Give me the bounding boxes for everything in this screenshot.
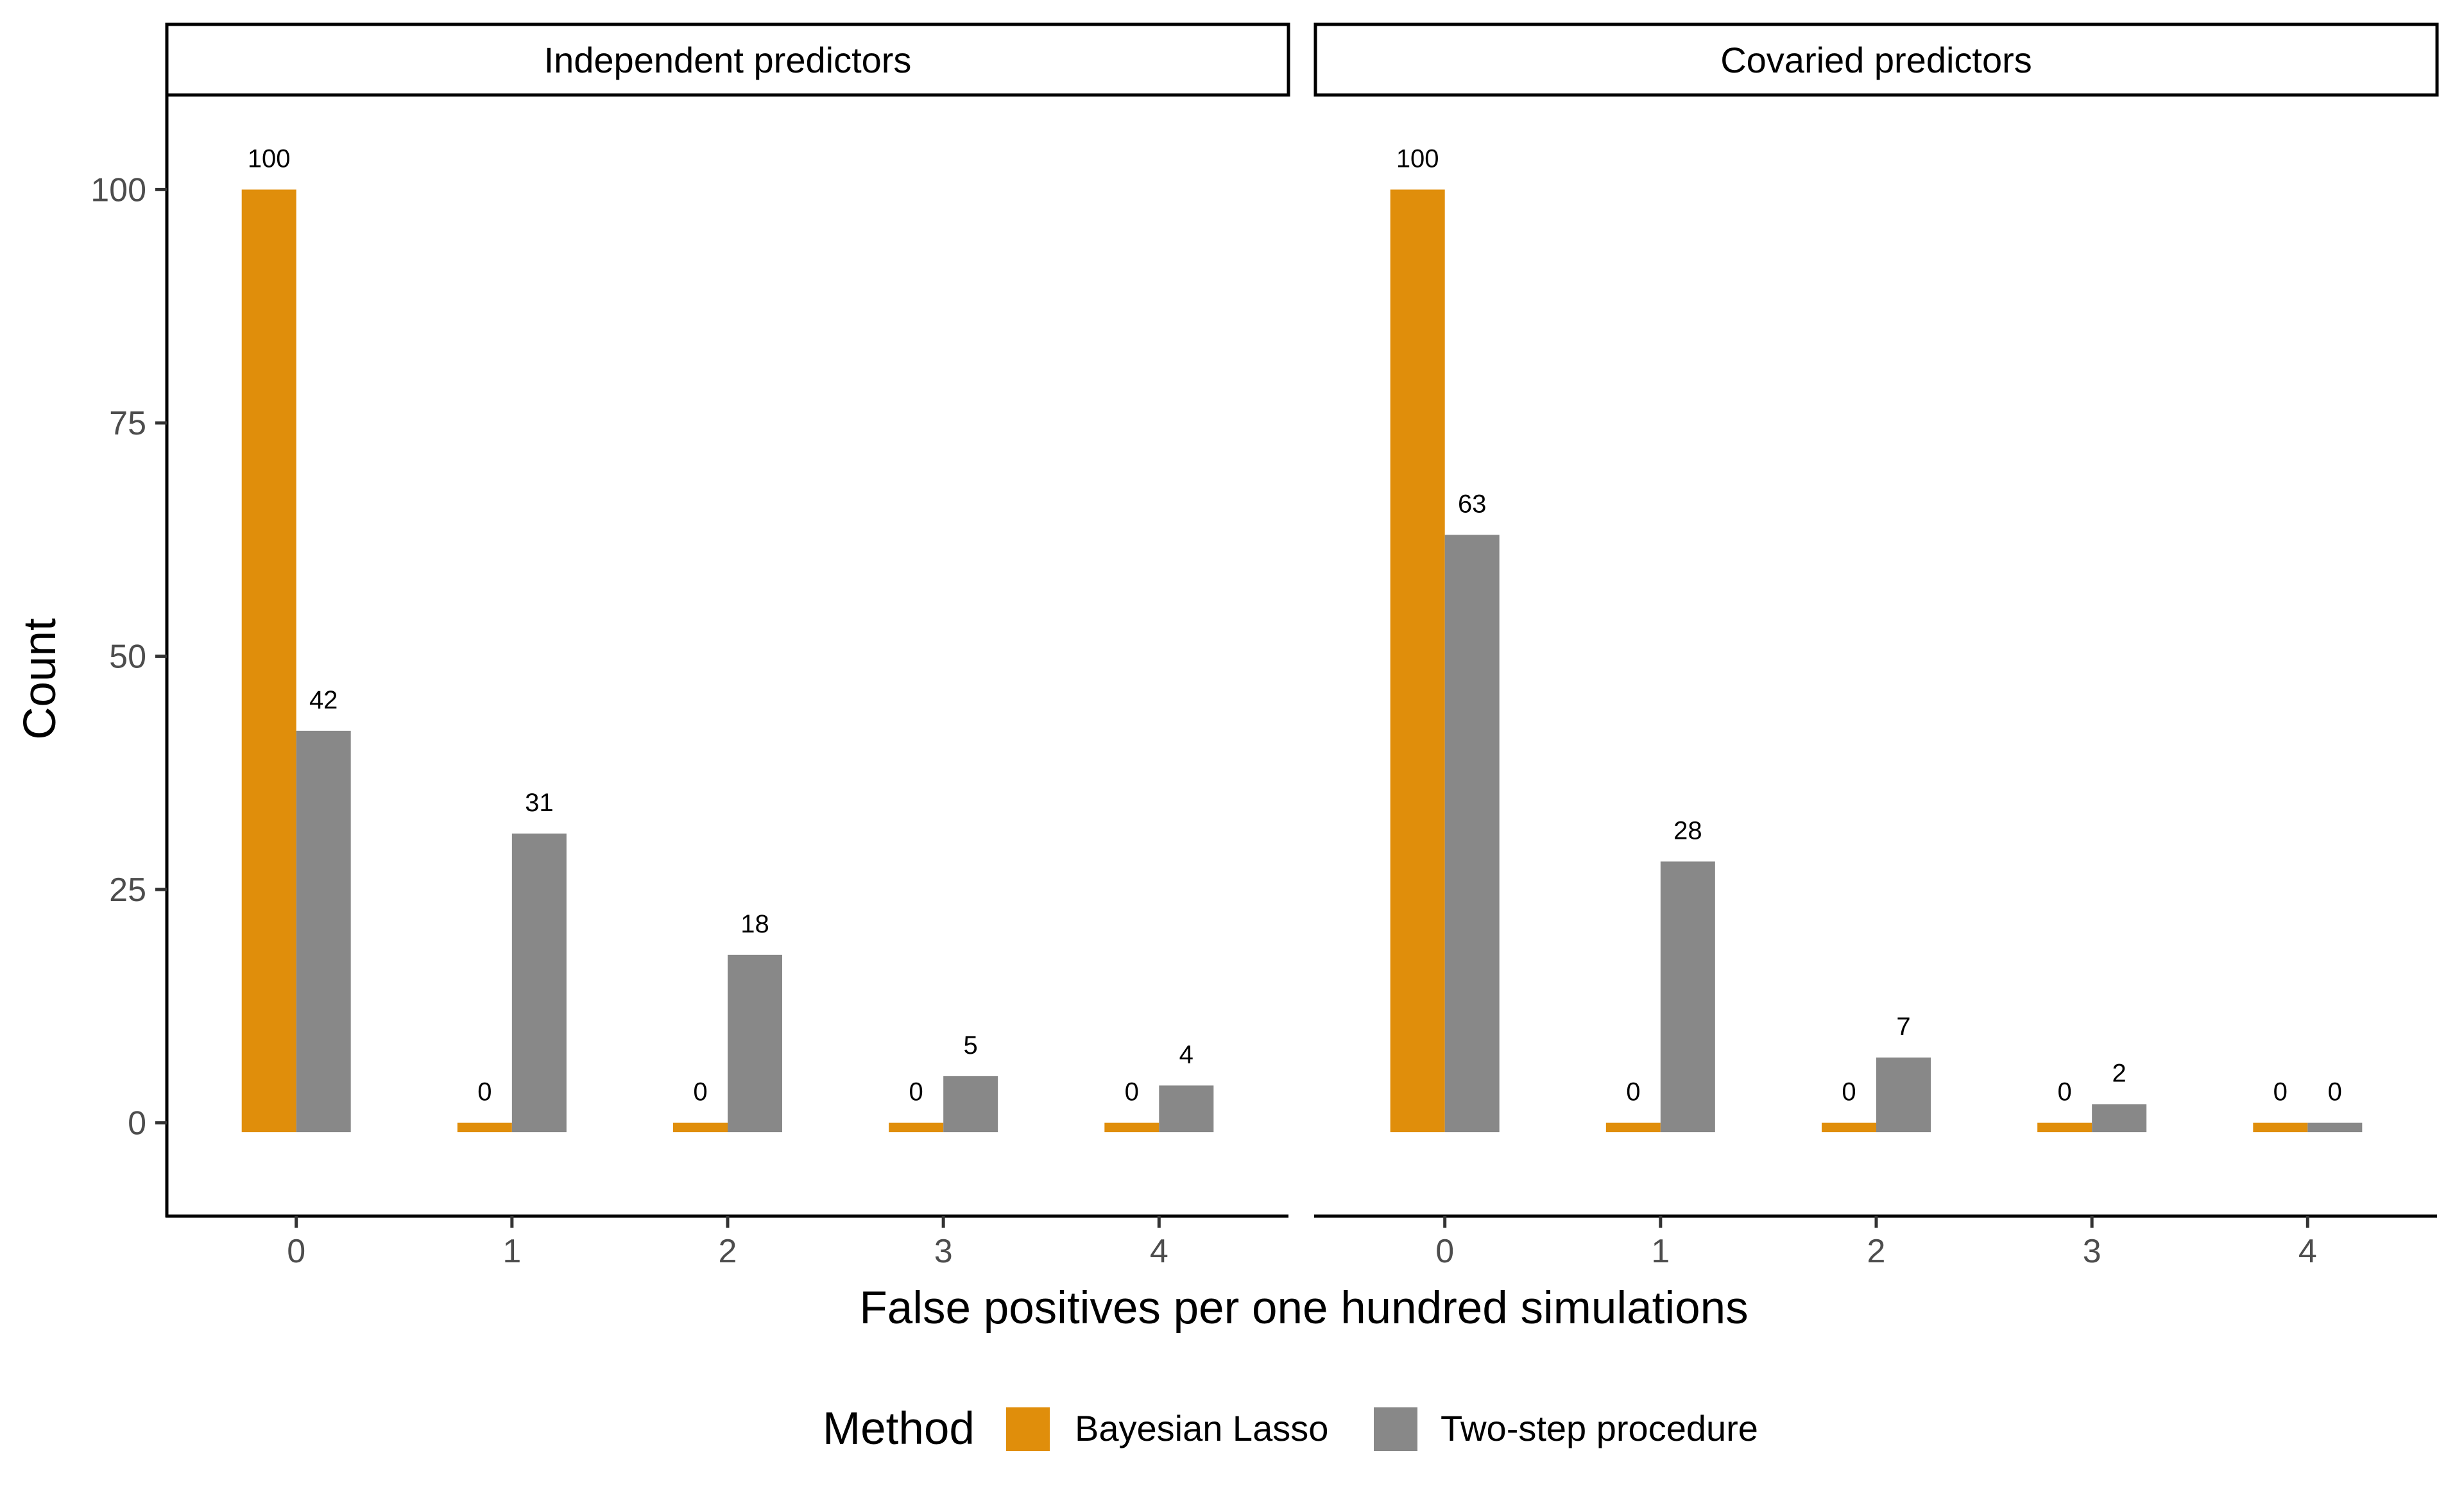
bar-two-step-procedure: [1444, 535, 1500, 1133]
x-tick-label: 1: [502, 1233, 521, 1270]
bar-bayesian-lasso: [889, 1122, 944, 1133]
bar-two-step-procedure: [296, 730, 351, 1133]
legend-key-two-step-procedure: [1374, 1407, 1417, 1451]
bar-value-label: 31: [525, 789, 554, 817]
bar-two-step-procedure: [511, 833, 567, 1133]
y-tick-label: 25: [109, 872, 146, 909]
legend-label-two-step-procedure: Two-step procedure: [1441, 1408, 1758, 1448]
bar-bayesian-lasso: [673, 1122, 728, 1133]
bar-bayesian-lasso: [1104, 1122, 1159, 1133]
bar-value-label: 18: [740, 910, 769, 938]
x-tick-label: 2: [1867, 1233, 1886, 1270]
bar-bayesian-lasso: [1605, 1122, 1661, 1133]
bar-bayesian-lasso: [1822, 1122, 1876, 1133]
bar-value-label: 7: [1896, 1013, 1910, 1041]
bar-value-label: 0: [693, 1078, 707, 1106]
bar-value-label: 5: [964, 1031, 978, 1060]
x-tick-label: 1: [1651, 1233, 1670, 1270]
x-tick-label: 4: [2298, 1233, 2317, 1270]
bar-two-step-procedure: [943, 1076, 998, 1133]
bar-bayesian-lasso: [2037, 1122, 2092, 1133]
y-tick-label: 100: [90, 171, 146, 209]
facet-strip-label: Independent predictors: [544, 40, 912, 80]
y-tick-label: 50: [109, 639, 146, 676]
bar-value-label: 63: [1458, 490, 1487, 518]
legend-key-bayesian-lasso: [1006, 1407, 1050, 1451]
x-tick-label: 3: [2083, 1233, 2101, 1270]
bar-two-step-procedure: [1660, 861, 1715, 1133]
x-tick-label: 0: [287, 1233, 305, 1270]
bar-value-label: 100: [1396, 144, 1439, 173]
bar-value-label: 0: [2058, 1078, 2072, 1106]
x-tick-label: 0: [1435, 1233, 1454, 1270]
bar-bayesian-lasso: [241, 189, 296, 1133]
legend-label-bayesian-lasso: Bayesian Lasso: [1075, 1408, 1328, 1448]
bar-value-label: 0: [477, 1078, 492, 1106]
bar-value-label: 28: [1673, 816, 1702, 845]
x-tick-label: 3: [934, 1233, 953, 1270]
bar-bayesian-lasso: [1390, 189, 1445, 1133]
bar-two-step-procedure: [1159, 1085, 1214, 1133]
bar-bayesian-lasso: [457, 1122, 512, 1133]
y-tick-label: 0: [128, 1105, 146, 1142]
bar-two-step-procedure: [1876, 1057, 1931, 1133]
bar-value-label: 0: [1626, 1078, 1640, 1106]
facet-strip: [1313, 22, 2439, 97]
bar-two-step-procedure: [2092, 1104, 2147, 1133]
panel-1: Covaried predictors 0 1 2 3 4 100 0 0 0 0 63 28 7 2 0: [1313, 22, 2439, 1270]
bar-value-label: 2: [2112, 1060, 2126, 1088]
bar-value-label: 0: [2273, 1078, 2288, 1106]
bar-value-label: 4: [1179, 1040, 1194, 1069]
bar-bayesian-lasso: [2253, 1122, 2308, 1133]
bar-value-label: 0: [1842, 1078, 1856, 1106]
bar-value-label: 100: [248, 144, 291, 173]
bar-value-label: 0: [909, 1078, 923, 1106]
x-tick-label: 2: [719, 1233, 737, 1270]
facet-strip-label: Covaried predictors: [1720, 40, 2032, 80]
bar-value-label: 42: [309, 686, 338, 714]
bar-two-step-procedure: [2307, 1122, 2363, 1133]
bar-value-label: 0: [2328, 1078, 2342, 1106]
y-tick-label: 75: [109, 405, 146, 442]
legend-title: Method: [823, 1404, 975, 1454]
legend: Method Bayesian Lasso Two-step procedure: [823, 1404, 1758, 1454]
bar-value-label: 0: [1125, 1078, 1139, 1106]
facet-strip: [165, 22, 1290, 97]
x-tick-label: 4: [1150, 1233, 1168, 1270]
y-axis-title: Count: [15, 618, 65, 740]
bar-two-step-procedure: [728, 954, 782, 1133]
x-axis-title: False positives per one hundred simulati…: [859, 1283, 1748, 1334]
